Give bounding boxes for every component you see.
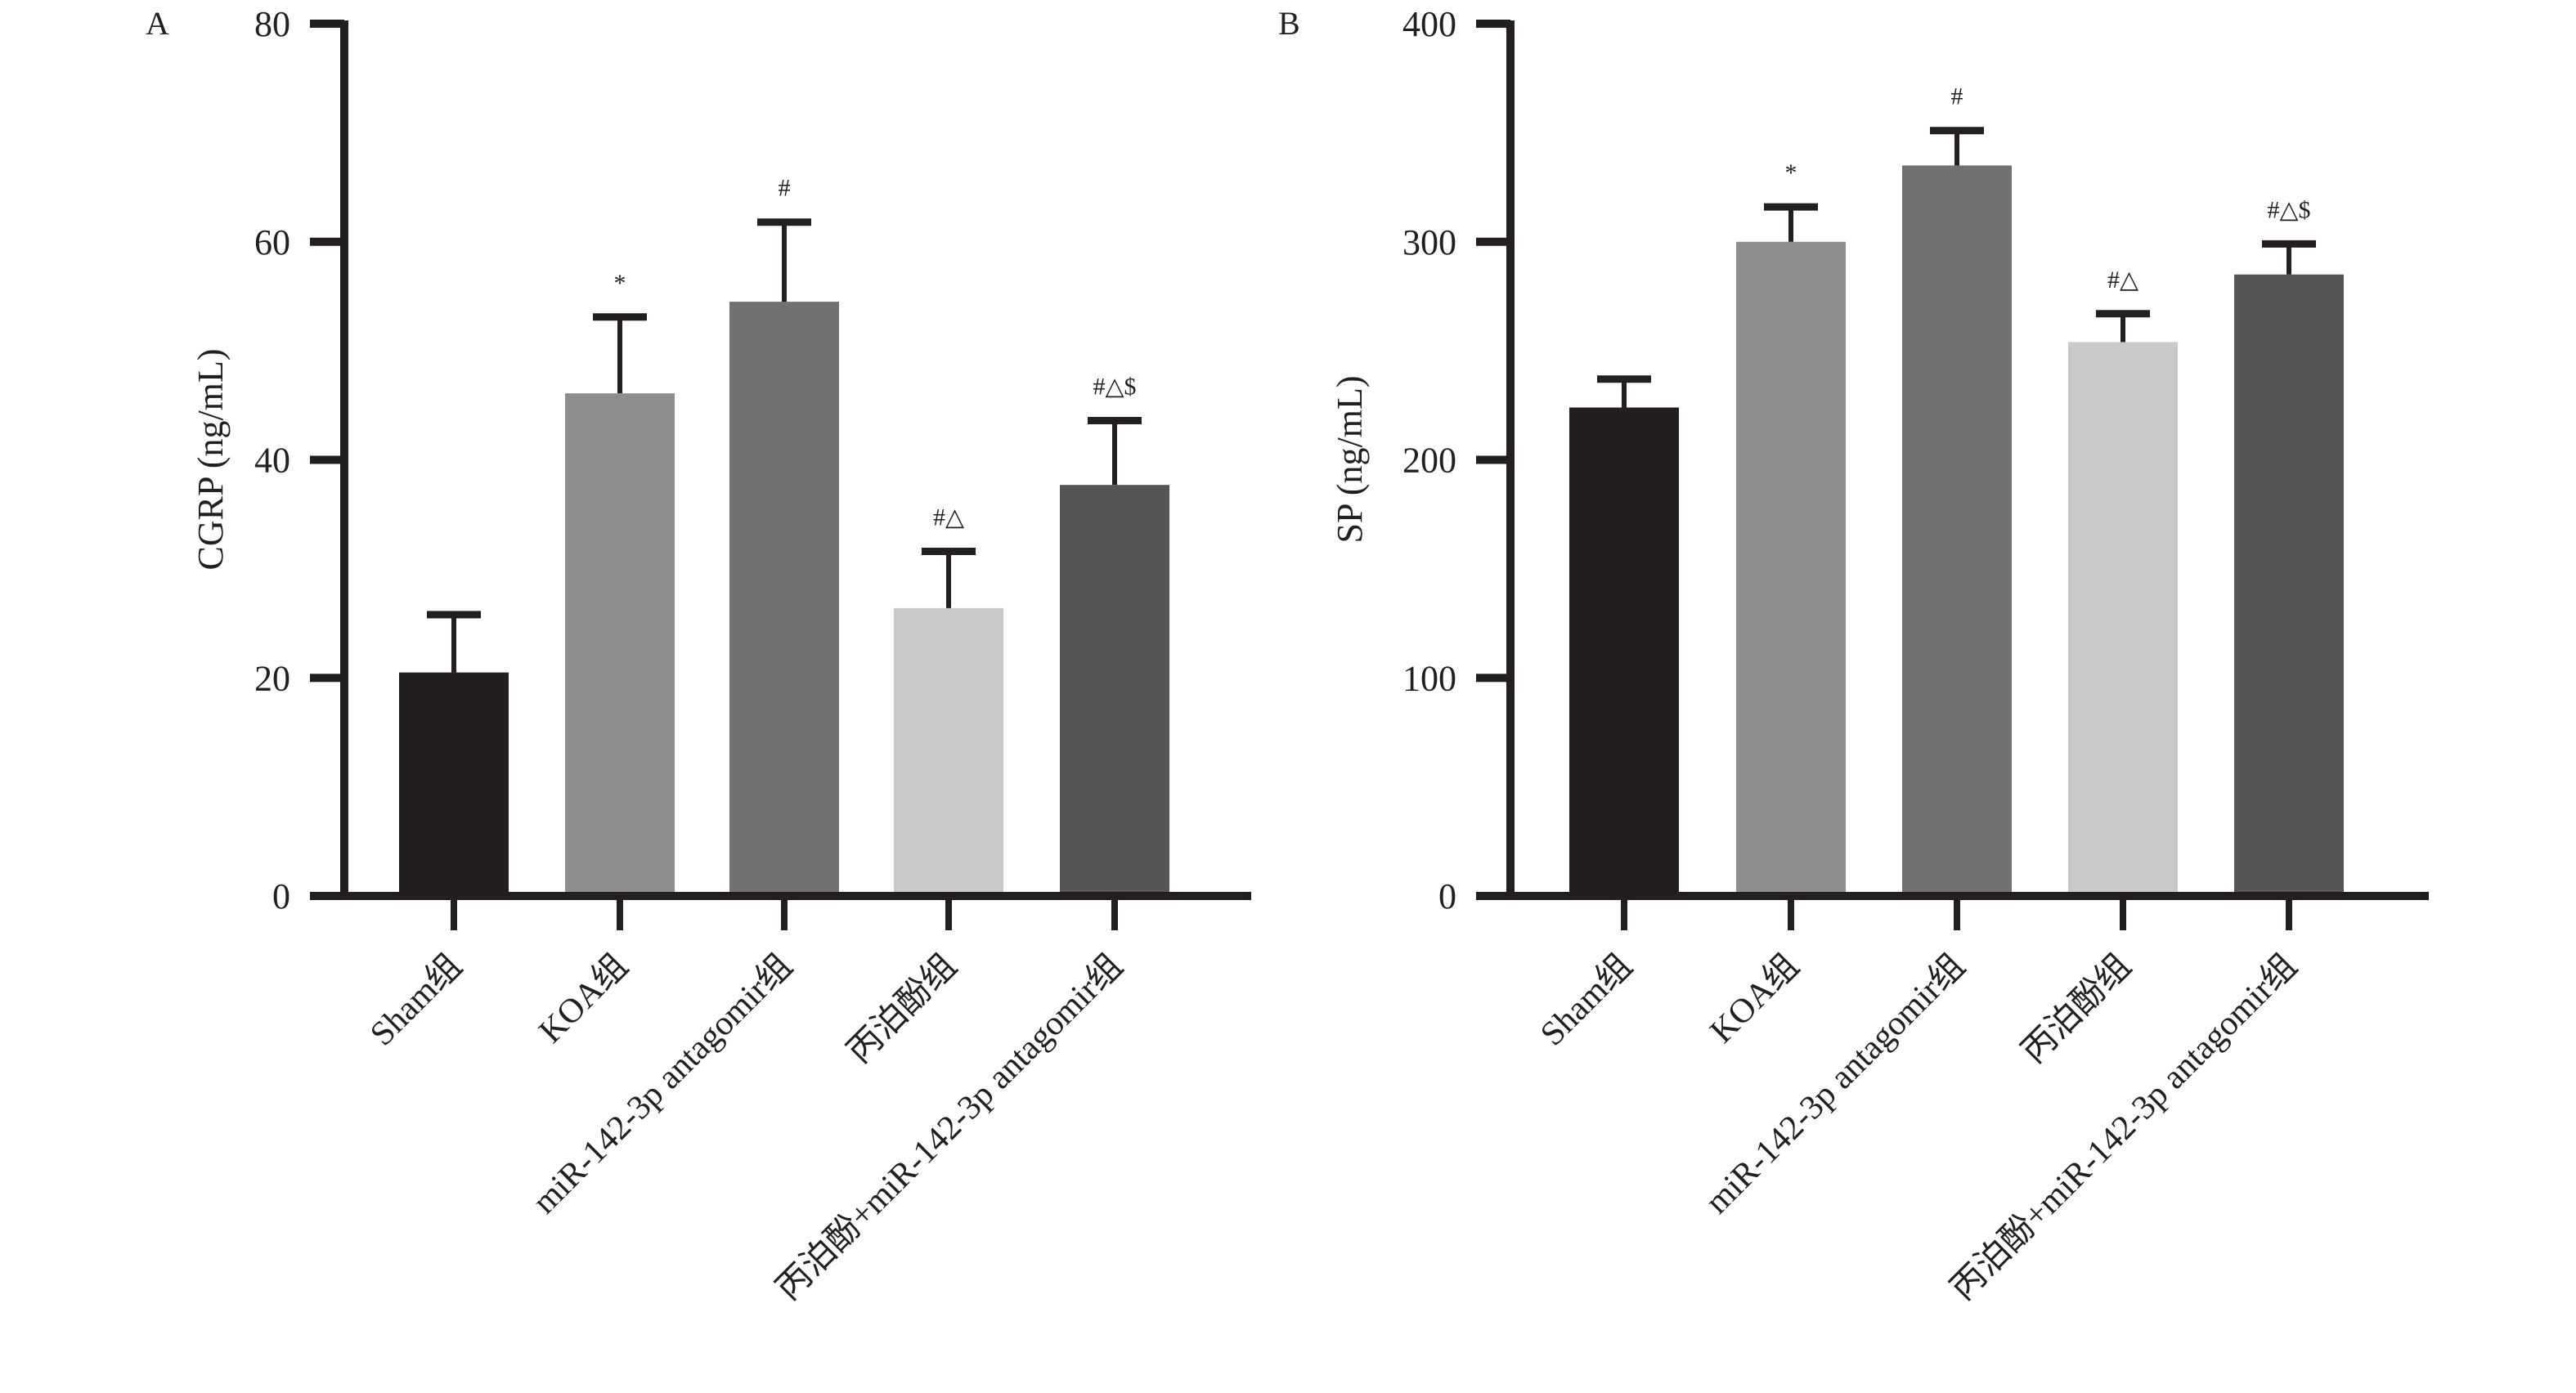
bar [1902,165,2012,896]
y-tick-label: 100 [1402,658,1456,698]
x-tick-label: 丙泊酚组 [2015,947,2138,1071]
panel-a: A CGRP (ng/mL) * # #△ #△$ 0 20 40 60 80 Sham组 KOA组… [146,4,1251,1308]
panel-letter-b: B [1278,5,1300,42]
x-tick-label: 丙泊酚+miR-142-3p antagomir组 [1944,947,2304,1308]
bar [399,672,509,896]
y-tick-label: 0 [1438,876,1456,916]
y-tick-label: 400 [1402,4,1456,44]
x-tick-label: 丙泊酚组 [841,947,964,1071]
y-tick-label: 200 [1402,441,1456,481]
x-tick-label: 丙泊酚+miR-142-3p antagomir组 [770,947,1130,1308]
y-tick-label: 80 [254,4,290,44]
significance-label: * [614,270,626,297]
bar [1569,407,1679,897]
bar [2234,274,2344,896]
significance-label: #△$ [2267,196,2310,223]
y-tick-label: 300 [1402,222,1456,262]
y-axis-label-a: CGRP (ng/mL) [191,349,231,571]
significance-label: * [1785,159,1797,186]
panel-b: B SP (ng/mL) * # #△ #△$ 0 100 200 300 400 Sham组 KO… [1278,4,2429,1308]
significance-label: # [779,175,791,202]
bar [894,607,1003,896]
significance-label: # [1951,83,1963,110]
x-tick-label: Sham组 [1533,947,1640,1054]
x-tick-label: Sham组 [363,947,469,1054]
significance-label: #△ [2107,267,2138,293]
x-tick-label: KOA组 [1703,947,1806,1051]
y-tick-label: 60 [254,222,290,262]
bar [1736,241,1846,896]
y-tick-label: 20 [254,658,290,698]
bar [2068,342,2178,897]
bar [729,302,839,896]
y-tick-label: 0 [272,876,290,916]
x-tick-label: KOA组 [532,947,635,1051]
panel-letter-a: A [146,5,169,42]
y-axis-label-b: SP (ng/mL) [1330,376,1370,544]
bar [565,393,675,896]
bar [1060,485,1169,896]
significance-label: #△$ [1093,373,1136,400]
significance-label: #△ [933,504,964,531]
y-tick-label: 40 [254,441,290,481]
